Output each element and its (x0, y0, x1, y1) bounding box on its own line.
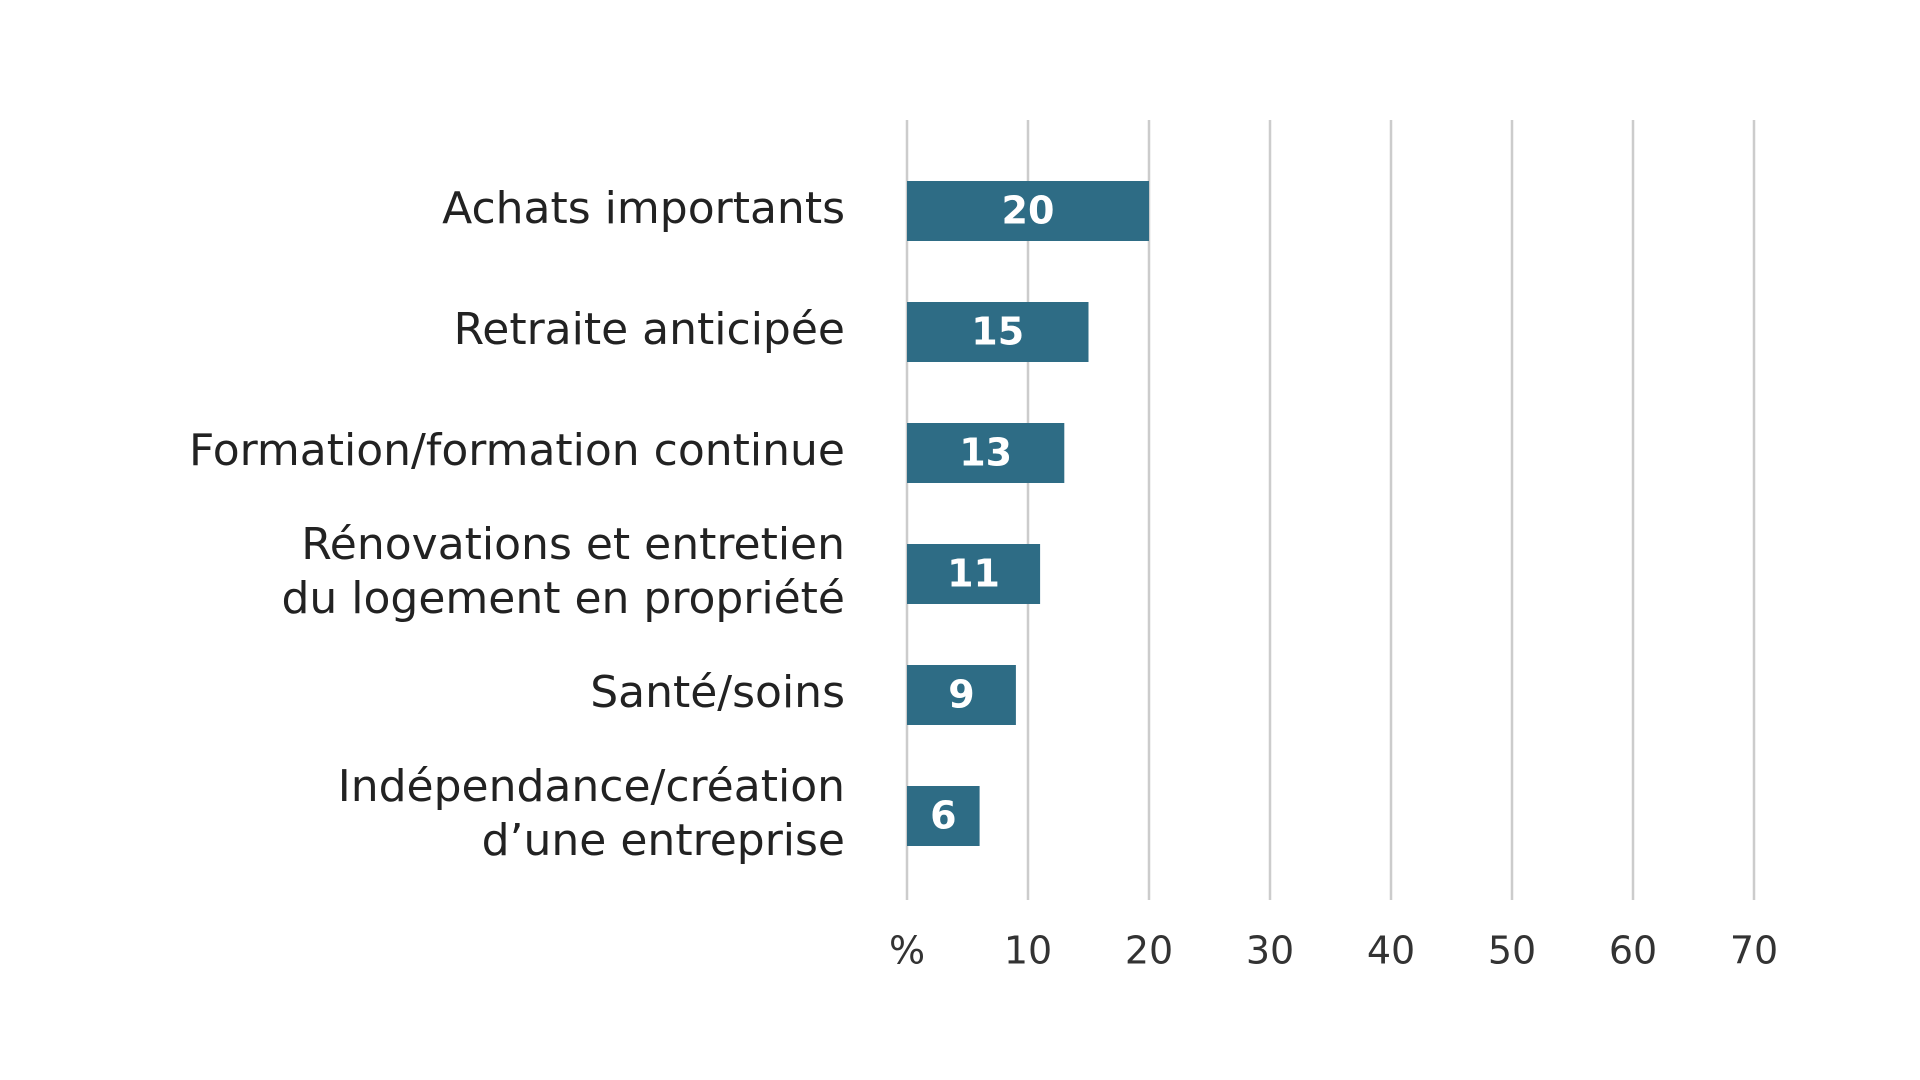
bar-value-label: 15 (971, 310, 1024, 354)
x-tick-label: 20 (1125, 929, 1173, 973)
bar (907, 544, 1041, 604)
x-axis-tick-labels: % 10 20 30 40 50 60 70 (889, 929, 1778, 973)
bar-value-label: 13 (959, 431, 1012, 475)
bar (907, 423, 1065, 483)
bar (907, 302, 1089, 362)
x-tick-label: % (889, 929, 925, 973)
x-tick-label: 70 (1730, 929, 1778, 973)
x-tick-label: 50 (1488, 929, 1536, 973)
bar-value-label: 9 (948, 673, 974, 717)
category-labels: Achats importants Retraite anticipée Forma… (189, 183, 845, 866)
grid-lines (905, 120, 1756, 900)
bar (907, 181, 1149, 241)
category-label: du logement en propriété (281, 573, 845, 624)
bar-value-label: 11 (947, 552, 1000, 596)
category-label: Retraite anticipée (454, 304, 845, 355)
bars: 20 15 13 11 9 6 (907, 181, 1149, 846)
x-tick-label: 30 (1246, 929, 1294, 973)
x-tick-label: 40 (1367, 929, 1415, 973)
bar (907, 665, 1016, 725)
category-label: Rénovations et entretien (301, 519, 845, 570)
x-tick-label: 60 (1609, 929, 1657, 973)
category-label: Indépendance/création (338, 761, 845, 812)
category-label: Achats importants (442, 183, 845, 234)
category-label: Formation/formation continue (189, 425, 845, 476)
bar-value-label: 20 (1002, 189, 1055, 233)
bar (907, 786, 980, 846)
x-tick-label: 10 (1004, 929, 1052, 973)
bar-value-label: 6 (930, 794, 956, 838)
category-label: d’une entreprise (482, 815, 845, 866)
category-label: Santé/soins (590, 667, 845, 718)
